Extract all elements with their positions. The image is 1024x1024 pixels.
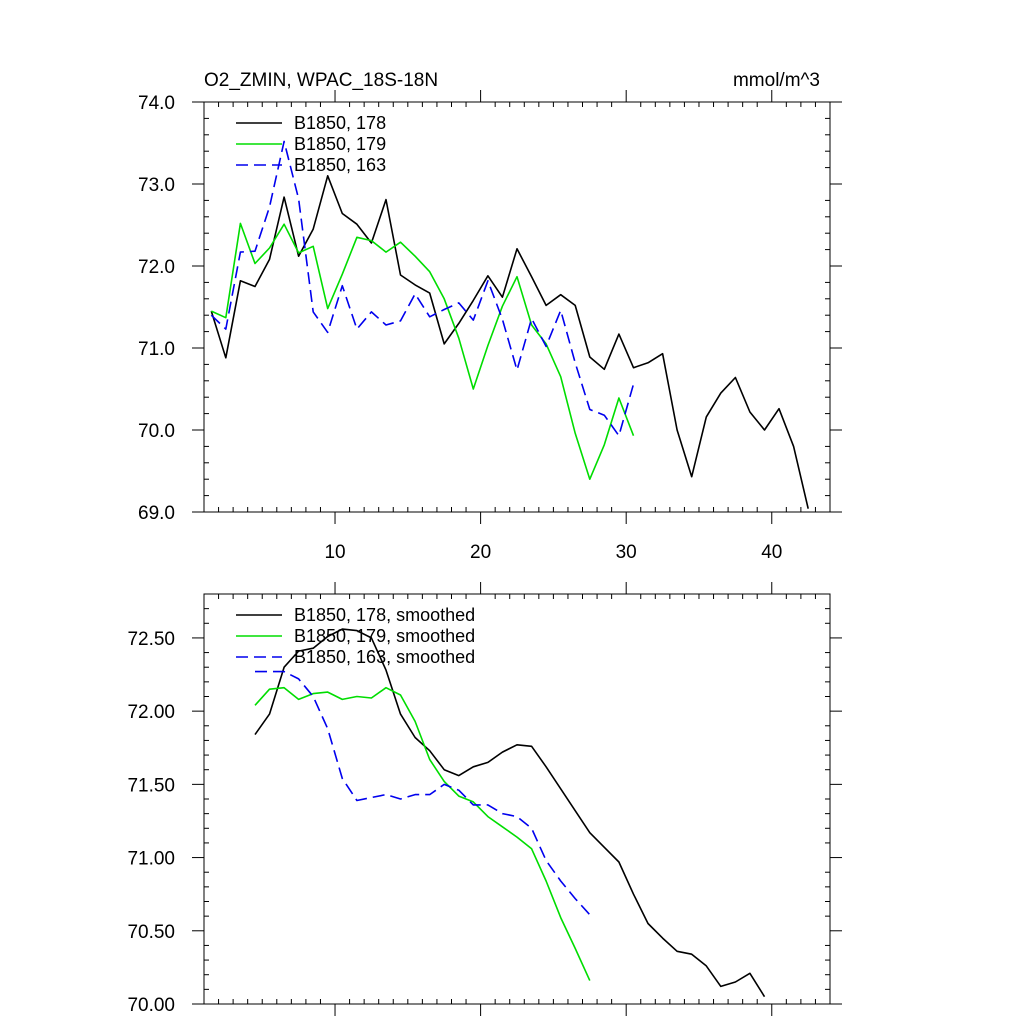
chart-units: mmol/m^3 (733, 70, 820, 91)
y-tick-label: 72.00 (127, 702, 175, 723)
y-tick-label: 73.0 (138, 175, 175, 196)
legend-label: B1850, 178 (294, 113, 386, 133)
panel-top: O2_ZMIN, WPAC_18S-18N mmol/m^3 10 20 30 40 6… (138, 70, 842, 563)
series-line (210, 175, 809, 509)
y-tick-label: 70.50 (127, 922, 175, 943)
plot-frame (203, 101, 831, 513)
y-tick-label: 71.00 (127, 849, 175, 870)
y-tick-label: 70.0 (138, 421, 175, 442)
y-tick-label: 70.00 (127, 995, 175, 1016)
legend-label: B1850, 178, smoothed (294, 605, 475, 625)
x-tick-label: 40 (761, 542, 782, 563)
legend-label: B1850, 179, smoothed (294, 626, 475, 646)
plot-frame (203, 593, 831, 1005)
y-tick-label: 69.0 (138, 503, 175, 524)
x-tick-label: 30 (616, 542, 637, 563)
y-tick-label: 71.50 (127, 775, 175, 796)
series-line (254, 628, 766, 998)
y-tick-label: 71.0 (138, 339, 175, 360)
y-tick-label: 74.0 (138, 93, 175, 114)
legend-label: B1850, 163, smoothed (294, 647, 475, 667)
series-line (210, 222, 635, 481)
legend-label: B1850, 179 (294, 134, 386, 154)
legend-label: B1850, 163 (294, 155, 386, 175)
y-tick-label: 72.0 (138, 257, 175, 278)
series-line (254, 686, 591, 981)
series-line (210, 140, 635, 437)
x-tick-label: 10 (324, 542, 345, 563)
panel-bottom: 70.00 70.50 71.00 71.50 72.00 72.50 B1850, 178… (127, 582, 842, 1016)
chart-title: O2_ZMIN, WPAC_18S-18N (204, 70, 438, 91)
series-line (255, 670, 591, 916)
x-tick-label: 20 (470, 542, 491, 563)
y-tick-label: 72.50 (127, 629, 175, 650)
